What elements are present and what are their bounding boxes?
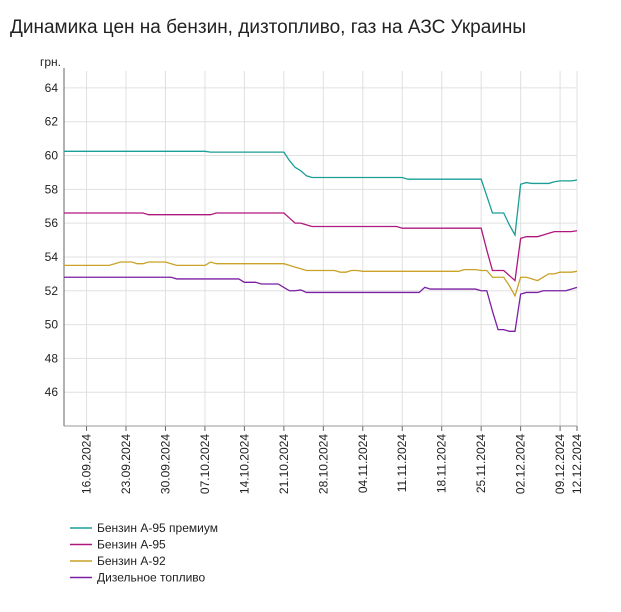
- legend-label: Бензин А-95 премиум: [97, 521, 218, 535]
- series-line: [64, 276, 578, 332]
- x-tick-label: 28.10.2024: [316, 434, 330, 494]
- y-tick-label: 62: [45, 115, 59, 129]
- x-tick-label: 30.09.2024: [158, 434, 172, 494]
- x-tick-label: 02.12.2024: [514, 434, 528, 494]
- legend-label: Бензин А-92: [97, 554, 166, 568]
- x-tick-label: 04.11.2024: [356, 434, 370, 493]
- y-tick-label: 52: [45, 284, 59, 298]
- chart-title: Динамика цен на бензин, дизтопливо, газ …: [10, 17, 526, 38]
- x-tick-label: 23.09.2024: [119, 434, 133, 494]
- x-tick-label: 11.11.2024: [395, 434, 409, 493]
- x-tick-label: 07.10.2024: [198, 434, 212, 494]
- series-line: [64, 261, 578, 298]
- series-line: [64, 150, 578, 238]
- y-tick-label: 58: [45, 182, 59, 196]
- legend-label: Бензин А-95: [97, 538, 166, 552]
- y-axis-label: грн.: [40, 55, 61, 69]
- y-tick-label: 46: [45, 385, 59, 399]
- x-tick-label: 25.11.2024: [474, 434, 488, 493]
- x-tick-label: 12.12.2024: [570, 434, 584, 494]
- y-tick-label: 48: [45, 351, 59, 365]
- legend-label: Дизельное топливо: [97, 571, 206, 585]
- x-tick-label: 09.12.2024: [553, 434, 567, 494]
- y-tick-label: 60: [45, 149, 59, 163]
- y-tick-label: 50: [45, 318, 59, 332]
- x-tick-label: 18.11.2024: [435, 434, 449, 493]
- y-tick-label: 54: [45, 250, 59, 264]
- x-tick-label: 21.10.2024: [277, 434, 291, 494]
- y-tick-label: 64: [45, 81, 59, 95]
- x-tick-label: 16.09.2024: [80, 434, 94, 494]
- x-tick-label: 14.10.2024: [237, 434, 251, 494]
- y-tick-label: 56: [45, 216, 59, 230]
- series-line: [64, 212, 578, 282]
